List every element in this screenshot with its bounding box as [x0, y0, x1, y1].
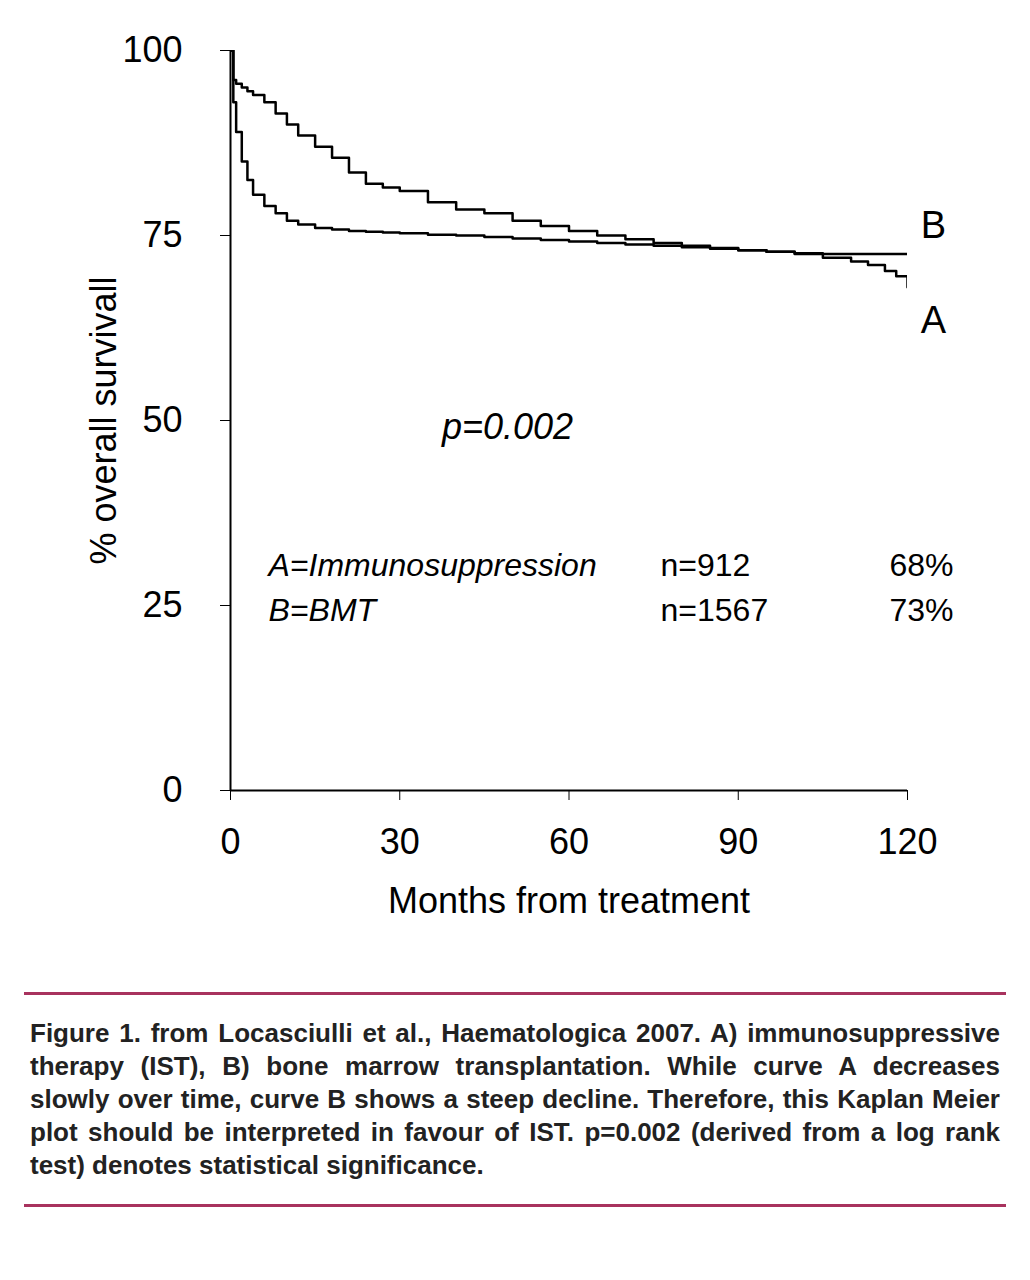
- svg-text:p=0.002: p=0.002: [441, 406, 573, 447]
- svg-text:A=Immunosuppression: A=Immunosuppression: [267, 547, 597, 583]
- html-text:Figure 1. from Locasciulli et: Figure 1. from Locasciulli et al., Haema…: [30, 1018, 1000, 1180]
- svg-text:A: A: [921, 299, 947, 341]
- svg-text:60: 60: [549, 821, 589, 862]
- svg-text:90: 90: [718, 821, 758, 862]
- svg-text:% overall survivall: % overall survivall: [83, 276, 124, 564]
- svg-text:0: 0: [220, 821, 240, 862]
- svg-text:50: 50: [142, 399, 182, 440]
- svg-text:25: 25: [142, 584, 182, 625]
- svg-text:100: 100: [122, 29, 182, 70]
- svg-text:75: 75: [142, 214, 182, 255]
- svg-text:120: 120: [877, 821, 937, 862]
- svg-text:30: 30: [380, 821, 420, 862]
- svg-text:0: 0: [162, 769, 182, 810]
- svg-text:n=1567: n=1567: [661, 592, 769, 628]
- svg-text:B=BMT: B=BMT: [269, 592, 379, 628]
- svg-text:n=912: n=912: [661, 547, 751, 583]
- svg-text:73%: 73%: [889, 592, 953, 628]
- svg-text:68%: 68%: [889, 547, 953, 583]
- svg-text:Months from treatment: Months from treatment: [388, 880, 750, 921]
- svg-text:B: B: [921, 204, 946, 246]
